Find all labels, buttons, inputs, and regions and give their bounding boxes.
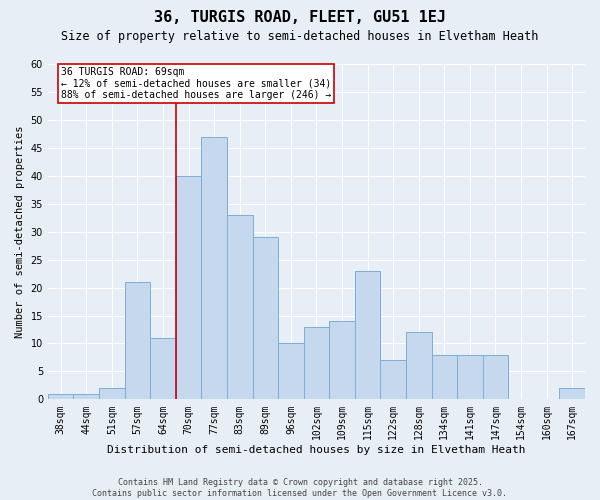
X-axis label: Distribution of semi-detached houses by size in Elvetham Heath: Distribution of semi-detached houses by … <box>107 445 526 455</box>
Bar <box>406 332 431 400</box>
Bar <box>482 354 508 400</box>
Text: 36, TURGIS ROAD, FLEET, GU51 1EJ: 36, TURGIS ROAD, FLEET, GU51 1EJ <box>154 10 446 25</box>
Bar <box>176 176 202 400</box>
Bar <box>431 354 457 400</box>
Bar <box>48 394 73 400</box>
Bar <box>355 271 380 400</box>
Bar <box>73 394 99 400</box>
Bar <box>304 326 329 400</box>
Bar <box>278 344 304 400</box>
Bar <box>202 136 227 400</box>
Bar <box>329 321 355 400</box>
Text: Contains HM Land Registry data © Crown copyright and database right 2025.
Contai: Contains HM Land Registry data © Crown c… <box>92 478 508 498</box>
Bar <box>150 338 176 400</box>
Bar <box>125 282 150 400</box>
Text: 36 TURGIS ROAD: 69sqm
← 12% of semi-detached houses are smaller (34)
88% of semi: 36 TURGIS ROAD: 69sqm ← 12% of semi-deta… <box>61 67 331 100</box>
Text: Size of property relative to semi-detached houses in Elvetham Heath: Size of property relative to semi-detach… <box>61 30 539 43</box>
Bar <box>227 215 253 400</box>
Bar <box>253 238 278 400</box>
Bar <box>99 388 125 400</box>
Y-axis label: Number of semi-detached properties: Number of semi-detached properties <box>15 126 25 338</box>
Bar <box>457 354 482 400</box>
Bar <box>380 360 406 400</box>
Bar <box>559 388 585 400</box>
